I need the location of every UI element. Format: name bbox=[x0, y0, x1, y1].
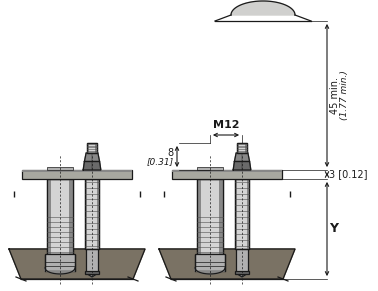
Bar bbox=[197, 167, 223, 170]
Polygon shape bbox=[86, 273, 98, 277]
Bar bbox=[85, 179, 87, 249]
Bar bbox=[87, 143, 96, 153]
Bar bbox=[235, 179, 249, 249]
Bar bbox=[247, 179, 249, 249]
Text: 45 min.: 45 min. bbox=[330, 77, 340, 114]
Text: Y: Y bbox=[329, 223, 338, 235]
Bar bbox=[85, 271, 99, 274]
Polygon shape bbox=[84, 153, 99, 162]
Bar bbox=[172, 170, 282, 172]
Polygon shape bbox=[9, 249, 145, 279]
Bar bbox=[237, 143, 246, 153]
Bar bbox=[235, 179, 249, 249]
Bar bbox=[86, 249, 98, 273]
Polygon shape bbox=[159, 249, 295, 279]
Bar bbox=[237, 143, 239, 153]
Polygon shape bbox=[231, 1, 295, 15]
Bar bbox=[22, 170, 132, 179]
Polygon shape bbox=[236, 273, 248, 277]
Bar bbox=[236, 249, 248, 273]
Bar bbox=[235, 179, 237, 249]
Bar bbox=[47, 179, 51, 254]
Text: 8: 8 bbox=[168, 148, 174, 159]
Bar bbox=[87, 143, 96, 153]
Polygon shape bbox=[195, 268, 225, 274]
Bar bbox=[235, 271, 249, 274]
Text: 3 [0.12]: 3 [0.12] bbox=[329, 169, 367, 180]
Bar bbox=[172, 170, 282, 179]
Text: (1.77 min.): (1.77 min.) bbox=[340, 70, 349, 120]
Bar bbox=[197, 179, 223, 254]
Bar bbox=[237, 143, 246, 153]
Text: M12: M12 bbox=[213, 120, 239, 130]
Bar bbox=[219, 179, 223, 254]
Bar bbox=[47, 179, 73, 254]
Bar bbox=[47, 167, 73, 170]
Bar bbox=[47, 179, 73, 254]
Bar bbox=[197, 179, 201, 254]
Bar bbox=[87, 143, 89, 153]
Polygon shape bbox=[83, 162, 101, 170]
Bar bbox=[245, 143, 246, 153]
Text: [0.31]: [0.31] bbox=[147, 157, 174, 166]
Bar bbox=[97, 179, 99, 249]
Bar bbox=[85, 179, 99, 249]
Polygon shape bbox=[45, 268, 75, 274]
Bar bbox=[22, 170, 132, 172]
Bar bbox=[95, 143, 96, 153]
Polygon shape bbox=[234, 153, 249, 162]
Bar bbox=[45, 254, 75, 271]
Polygon shape bbox=[233, 162, 251, 170]
Bar bbox=[195, 254, 225, 271]
Bar bbox=[69, 179, 73, 254]
Bar bbox=[197, 179, 223, 254]
Bar bbox=[85, 179, 99, 249]
